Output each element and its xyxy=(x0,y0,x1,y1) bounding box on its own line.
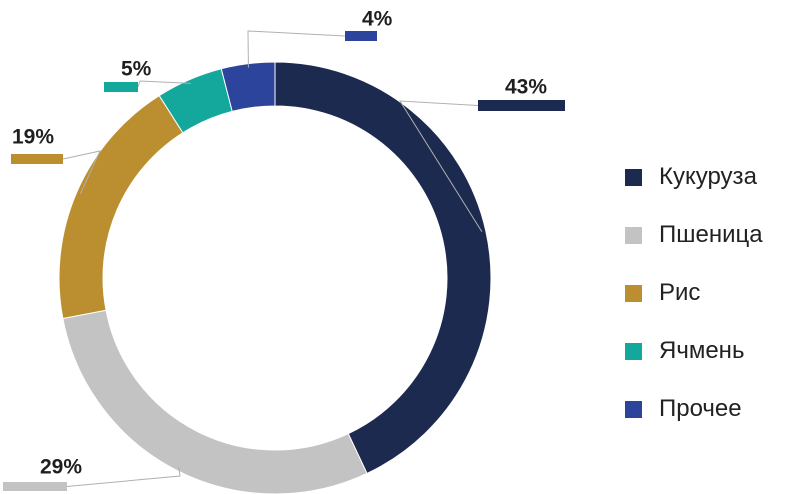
legend: Кукуруза Пшеница Рис Ячмень Прочее xyxy=(625,148,785,438)
legend-item-wheat: Пшеница xyxy=(625,206,785,264)
slice-corn xyxy=(274,61,492,475)
label-bar-other xyxy=(345,31,377,41)
label-leader-lines xyxy=(62,30,483,487)
legend-swatch xyxy=(625,400,642,418)
legend-label: Ячмень xyxy=(659,337,745,364)
legend-swatch xyxy=(625,168,642,186)
data-labels: 43% 29% 19% 5% 4% xyxy=(3,8,565,491)
data-label-rice: 19% xyxy=(12,126,54,149)
slice-other xyxy=(220,61,276,113)
legend-label: Рис xyxy=(659,279,701,306)
leader-line-other xyxy=(247,30,346,68)
slice-wheat xyxy=(62,309,368,494)
legend-label: Прочее xyxy=(659,395,742,422)
data-label-corn: 43% xyxy=(505,76,547,99)
data-label-wheat: 29% xyxy=(40,456,82,479)
legend-item-rice: Рис xyxy=(625,264,785,322)
legend-label: Кукуруза xyxy=(659,163,757,190)
donut-slices xyxy=(58,61,492,494)
label-bar-corn xyxy=(478,100,565,111)
label-bar-wheat xyxy=(3,482,67,491)
leader-line-rice xyxy=(62,150,101,195)
data-label-barley: 5% xyxy=(121,58,152,81)
data-label-other: 4% xyxy=(362,8,393,31)
legend-item-barley: Ячмень xyxy=(625,322,785,380)
leader-line-corn xyxy=(399,100,483,233)
leader-line-barley xyxy=(137,80,191,88)
label-bar-barley xyxy=(104,82,138,92)
legend-item-corn: Кукуруза xyxy=(625,148,785,206)
label-bar-rice xyxy=(11,154,63,164)
legend-swatch xyxy=(625,284,642,302)
legend-swatch xyxy=(625,342,642,360)
legend-swatch xyxy=(625,226,642,244)
slice-rice xyxy=(58,94,184,320)
legend-label: Пшеница xyxy=(659,221,763,248)
legend-item-other: Прочее xyxy=(625,380,785,438)
leader-line-wheat xyxy=(66,466,181,487)
